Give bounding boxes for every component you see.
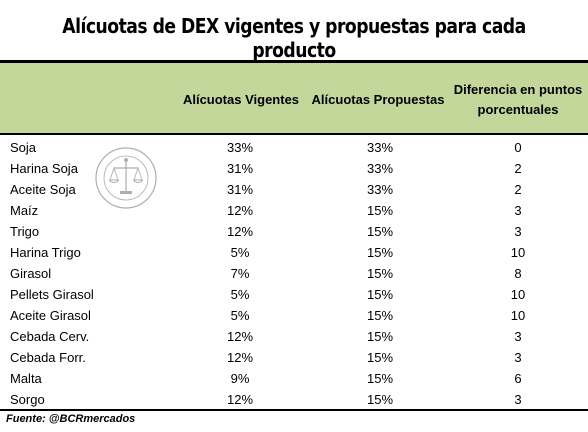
cell-vigente: 12% — [226, 203, 254, 218]
table-row: Maíz 12% 15% 3 — [0, 200, 588, 221]
cell-producto: Trigo — [10, 224, 40, 239]
cell-diferencia: 10 — [510, 287, 526, 302]
cell-propuesta: 15% — [366, 308, 394, 323]
column-header-diferencia-line1: Diferencia en puntos — [453, 82, 583, 97]
cell-propuesta: 15% — [366, 392, 394, 407]
cell-diferencia: 10 — [510, 308, 526, 323]
cell-vigente: 12% — [226, 329, 254, 344]
cell-diferencia: 3 — [514, 329, 522, 344]
cell-vigente: 33% — [226, 140, 254, 155]
cell-producto: Maíz — [10, 203, 39, 218]
cell-vigente: 12% — [226, 392, 254, 407]
table-header-band — [0, 63, 588, 133]
title-divider — [0, 60, 588, 63]
cell-producto: Sorgo — [10, 392, 45, 407]
cell-diferencia: 3 — [514, 350, 522, 365]
cell-vigente: 5% — [230, 245, 250, 260]
source-note: Fuente: @BCRmercados — [6, 413, 136, 425]
column-header-diferencia: Diferencia en puntos porcentuales — [448, 80, 588, 120]
cell-propuesta: 33% — [366, 161, 394, 176]
cell-producto: Aceite Girasol — [10, 308, 91, 323]
cell-diferencia: 2 — [514, 161, 522, 176]
cell-vigente: 31% — [226, 182, 254, 197]
cell-vigente: 31% — [226, 161, 254, 176]
cell-producto: Girasol — [10, 266, 52, 281]
cell-producto: Harina Trigo — [10, 245, 81, 260]
table-row: Trigo 12% 15% 3 — [0, 221, 588, 242]
column-header-propuestas: Alícuotas Propuestas — [311, 92, 445, 107]
cell-vigente: 5% — [230, 308, 250, 323]
cell-producto: Cebada Cerv. — [10, 329, 90, 344]
table-row: Malta 9% 15% 6 — [0, 368, 588, 389]
cell-propuesta: 15% — [366, 203, 394, 218]
cell-propuesta: 15% — [366, 371, 394, 386]
cell-diferencia: 3 — [514, 392, 522, 407]
table-row: Harina Soja 31% 33% 2 — [0, 158, 588, 179]
table-row: Aceite Soja 31% 33% 2 — [0, 179, 588, 200]
cell-diferencia: 2 — [514, 182, 522, 197]
cell-producto: Soja — [10, 140, 37, 155]
cell-producto: Malta — [10, 371, 42, 386]
table-row: Aceite Girasol 5% 15% 10 — [0, 305, 588, 326]
table-row: Sorgo 12% 15% 3 — [0, 389, 588, 410]
cell-diferencia: 6 — [514, 371, 522, 386]
cell-diferencia: 0 — [514, 140, 522, 155]
table-row: Harina Trigo 5% 15% 10 — [0, 242, 588, 263]
cell-producto: Pellets Girasol — [10, 287, 94, 302]
header-divider — [0, 133, 588, 135]
cell-propuesta: 15% — [366, 287, 394, 302]
cell-propuesta: 33% — [366, 182, 394, 197]
footer-divider — [0, 409, 588, 411]
cell-vigente: 9% — [230, 371, 250, 386]
bcr-seal-icon — [95, 147, 157, 209]
cell-producto: Cebada Forr. — [10, 350, 86, 365]
cell-propuesta: 15% — [366, 224, 394, 239]
cell-producto: Aceite Soja — [10, 182, 76, 197]
cell-propuesta: 15% — [366, 350, 394, 365]
cell-vigente: 12% — [226, 350, 254, 365]
table-row: Girasol 7% 15% 8 — [0, 263, 588, 284]
cell-vigente: 5% — [230, 287, 250, 302]
cell-vigente: 7% — [230, 266, 250, 281]
column-header-vigentes: Alícuotas Vigentes — [182, 92, 300, 107]
table-row: Pellets Girasol 5% 15% 10 — [0, 284, 588, 305]
cell-vigente: 12% — [226, 224, 254, 239]
cell-diferencia: 3 — [514, 224, 522, 239]
cell-producto: Harina Soja — [10, 161, 78, 176]
cell-diferencia: 8 — [514, 266, 522, 281]
cell-propuesta: 33% — [366, 140, 394, 155]
page-title: Alícuotas de DEX vigentes y propuestas p… — [62, 14, 526, 62]
table-row: Cebada Forr. 12% 15% 3 — [0, 347, 588, 368]
cell-propuesta: 15% — [366, 266, 394, 281]
table-row: Soja 33% 33% 0 — [0, 137, 588, 158]
cell-propuesta: 15% — [366, 329, 394, 344]
cell-diferencia: 10 — [510, 245, 526, 260]
table-row: Cebada Cerv. 12% 15% 3 — [0, 326, 588, 347]
table-body: Soja 33% 33% 0 Harina Soja 31% 33% 2 Ace… — [0, 137, 588, 410]
cell-propuesta: 15% — [366, 245, 394, 260]
cell-diferencia: 3 — [514, 203, 522, 218]
column-header-diferencia-line2: porcentuales — [477, 102, 559, 117]
